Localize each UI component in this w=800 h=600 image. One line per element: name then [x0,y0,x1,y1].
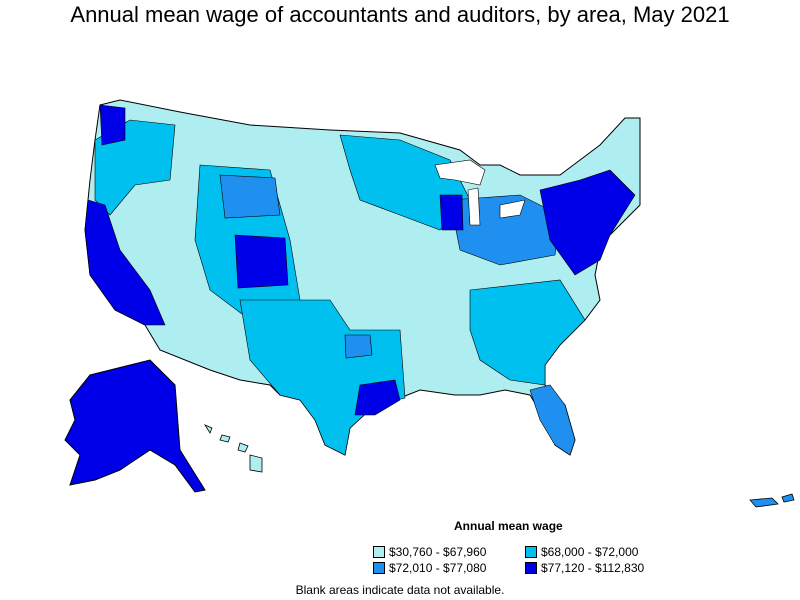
legend-title: Annual mean wage [454,519,563,533]
legend-item-4: $77,120 - $112,830 [525,561,644,575]
region-northeast [539,169,636,276]
footnote: Blank areas indicate data not available. [295,583,505,597]
puerto-rico [749,493,795,508]
region-chicago [439,194,464,231]
legend-label-3: $72,010 - $77,080 [389,561,487,575]
hawaii [203,424,263,473]
legend-label-1: $30,760 - $67,960 [389,545,487,559]
region-california [84,199,166,326]
alaska [64,359,206,493]
region-wyoming [219,174,281,219]
legend-item-1: $30,760 - $67,960 [373,545,486,559]
legend-swatch-1 [373,546,385,558]
great-lakes [434,159,526,226]
legend-item-3: $72,010 - $77,080 [373,561,486,575]
legend-label-2: $68,000 - $72,000 [541,545,639,559]
legend-swatch-4 [525,562,537,574]
region-florida [529,384,576,456]
legend-item-2: $68,000 - $72,000 [525,545,638,559]
region-denver [234,234,289,289]
region-midwest [339,134,471,231]
region-houston [354,379,401,416]
legend-swatch-3 [373,562,385,574]
region-southeast [469,279,586,386]
legend-label-4: $77,120 - $112,830 [541,561,645,575]
map-title: Annual mean wage of accountants and audi… [70,2,730,27]
region-dallas [344,334,373,359]
legend-swatch-2 [525,546,537,558]
region-seattle [99,104,126,146]
